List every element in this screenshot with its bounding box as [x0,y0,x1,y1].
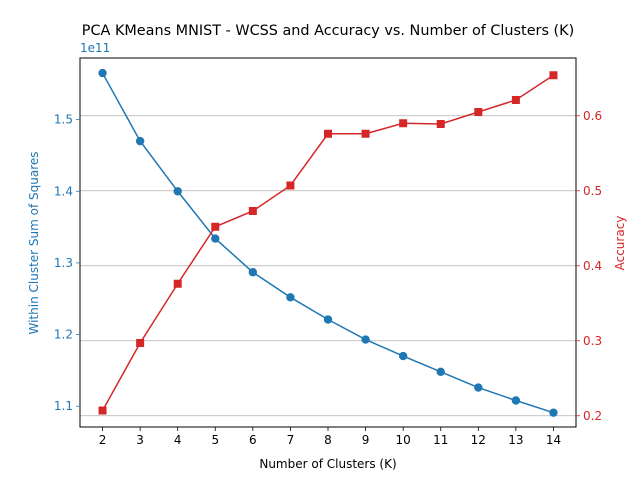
accuracy-point [248,207,257,215]
accuracy-point [286,181,295,190]
accuracy-point [324,129,332,138]
series-layer [98,68,558,417]
accuracy-point [511,96,520,104]
wcss-point [323,315,333,324]
left-tick-label: 1.3 [54,256,73,270]
accuracy-point [98,406,107,415]
wcss-point [173,187,182,196]
wcss-point [436,367,445,377]
wcss-point [361,335,370,344]
accuracy-point [136,339,145,347]
x-tick-label: 4 [174,433,182,447]
wcss-point [549,408,558,417]
x-tick-label: 12 [471,433,486,447]
left-axis-title: Within Cluster Sum of Squares [27,151,41,334]
right-tick-label: 0.2 [583,409,602,423]
axes-layer: 2 3 4 5 6 7 8 9 10 11 12 13 14 1.1 1.2 1.3 1.4 1.5 0.2 0.3 0… [54,109,602,447]
x-tick-label: 11 [433,433,448,447]
accuracy-point [399,119,408,128]
right-axis-title: Accuracy [613,216,627,271]
x-tick-label: 6 [249,433,257,447]
x-tick-label: 13 [508,433,523,447]
x-tick-label: 9 [362,433,370,447]
wcss-series-line [101,72,554,414]
right-tick-label: 0.3 [583,334,602,348]
accuracy-point [549,71,558,80]
chart-title: PCA KMeans MNIST - WCSS and Accuracy vs.… [82,23,574,39]
accuracy-point [474,108,483,116]
wcss-point [248,268,258,277]
grid-lines [80,115,576,417]
wcss-point [398,351,408,361]
x-tick-label: 3 [136,433,144,447]
right-tick-label: 0.5 [583,184,602,198]
wcss-point [98,68,107,78]
accuracy-point [173,279,182,288]
x-tick-label: 10 [396,433,411,447]
x-tick-label: 7 [287,433,295,447]
wcss-point [286,293,295,302]
left-tick-label: 1.1 [54,399,73,413]
left-tick-label: 1.5 [54,113,73,127]
x-tick-label: 5 [211,433,219,447]
wcss-point [474,383,483,392]
left-tick-label: 1.4 [54,184,73,198]
accuracy-point [361,129,370,138]
right-tick-label: 0.6 [583,109,602,123]
right-tick-label: 0.4 [583,259,602,273]
x-tick-label: 14 [546,433,561,447]
x-tick-label: 8 [324,433,332,447]
wcss-point [135,136,145,146]
accuracy-series-line [101,74,554,411]
wcss-point [211,234,220,243]
x-axis-title: Number of Clusters (K) [259,457,396,471]
x-tick-label: 2 [99,433,107,447]
wcss-point [511,396,521,405]
left-tick-label: 1.2 [54,328,73,342]
accuracy-point [436,120,445,128]
left-axis-offset-text: 1e11 [80,41,110,55]
accuracy-point [211,222,220,231]
plot-frame [79,57,577,428]
